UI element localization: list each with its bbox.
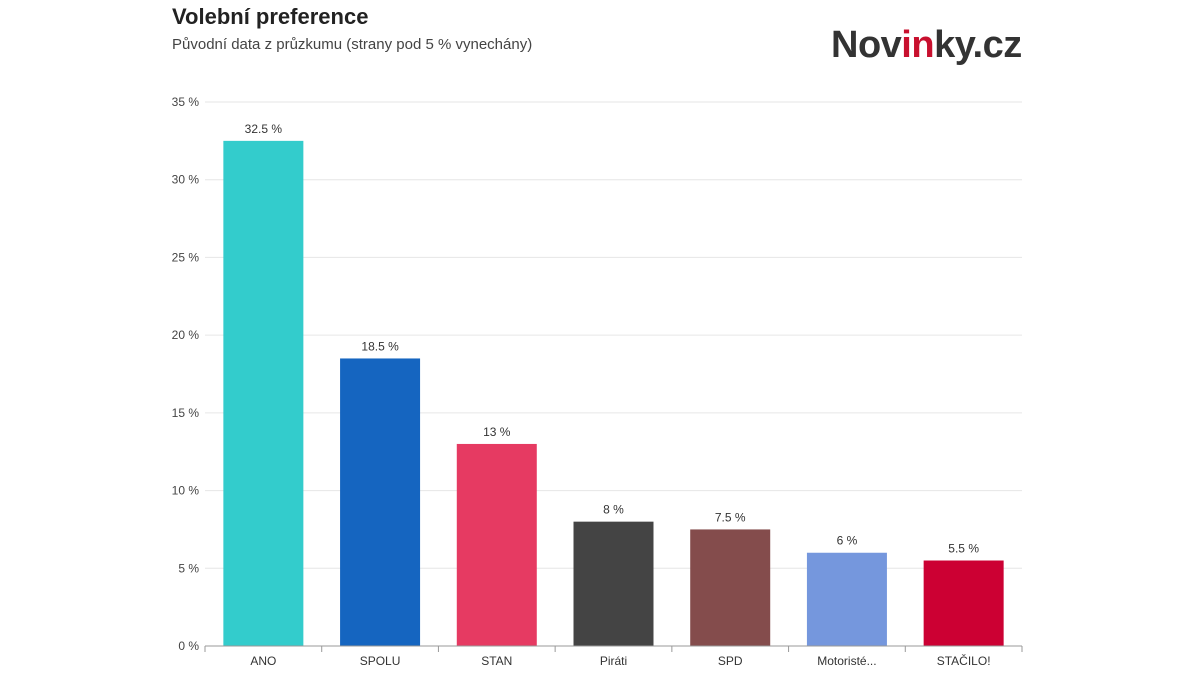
data-label: 5.5 %	[948, 542, 979, 556]
category-label: Motoristé...	[817, 654, 876, 668]
logo-text-part1: Nov	[831, 24, 902, 66]
category-label: SPD	[718, 654, 743, 668]
x-axis: ANO SPOLU STAN Piráti SPD Motoristé... STAČILO…	[204, 645, 1023, 668]
category-label: ANO	[250, 654, 276, 668]
category-label: SPOLU	[360, 654, 401, 668]
novinky-logo[interactable]: Novinky.cz	[831, 26, 1022, 64]
y-tick-label: 35 %	[172, 95, 200, 109]
chart-subtitle: Původní data z průzkumu (strany pod 5 % …	[172, 36, 533, 53]
bar	[806, 552, 887, 646]
bars: 32.5 % 18.5 % 13 % 8 % 7.5 % 6 % 5.5 %	[223, 122, 1004, 646]
gridlines	[205, 101, 1022, 569]
bar	[573, 521, 654, 646]
bar	[340, 358, 421, 646]
bar	[456, 443, 537, 646]
bar	[923, 560, 1004, 646]
logo-text-part3: ky.cz	[934, 24, 1022, 66]
bar	[223, 140, 304, 646]
y-tick-label: 10 %	[172, 484, 200, 498]
y-axis-ticks: 0 % 5 % 10 % 15 % 20 % 25 % 30 % 35 %	[172, 95, 200, 653]
category-label: STAČILO!	[937, 653, 991, 668]
y-tick-label: 15 %	[172, 406, 200, 420]
data-label: 7.5 %	[715, 510, 746, 524]
y-tick-label: 20 %	[172, 328, 200, 342]
y-tick-label: 30 %	[172, 173, 200, 187]
logo-text-accent: in	[901, 24, 935, 66]
y-tick-label: 0 %	[178, 639, 199, 653]
data-label: 18.5 %	[361, 339, 399, 353]
y-tick-label: 25 %	[172, 250, 200, 264]
bar	[690, 529, 771, 646]
category-label: STAN	[481, 654, 512, 668]
data-label: 8 %	[603, 503, 624, 517]
data-label: 13 %	[483, 425, 511, 439]
chart-title: Volební preference	[172, 4, 369, 29]
y-tick-label: 5 %	[178, 561, 199, 575]
data-label: 6 %	[837, 534, 858, 548]
category-label: Piráti	[600, 654, 627, 668]
data-label: 32.5 %	[245, 122, 283, 136]
